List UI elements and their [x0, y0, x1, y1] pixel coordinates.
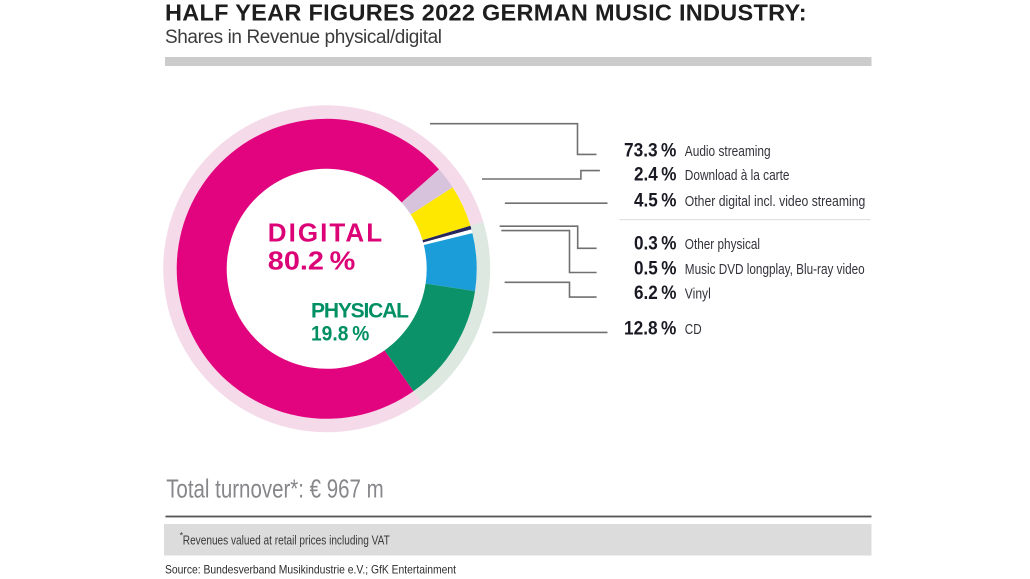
svg-text:Download à la carte: Download à la carte: [685, 167, 790, 184]
svg-text:Revenues valued at retail pric: Revenues valued at retail prices includi…: [183, 533, 390, 547]
svg-text:HALF YEAR FIGURES 2022 GERMAN: HALF YEAR FIGURES 2022 GERMAN MUSIC INDU…: [165, 0, 807, 26]
svg-text:6.2 %: 6.2 %: [634, 282, 676, 304]
svg-text:0.5 %: 0.5 %: [634, 258, 676, 280]
svg-text:Music DVD longplay, Blu-ray vi: Music DVD longplay, Blu-ray video: [685, 261, 865, 278]
svg-text:73.3 %: 73.3 %: [624, 140, 676, 162]
svg-text:Audio streaming: Audio streaming: [685, 143, 771, 160]
svg-text:Other physical: Other physical: [685, 236, 760, 253]
svg-text:80.2 %: 80.2 %: [268, 246, 356, 276]
svg-text:PHYSICAL: PHYSICAL: [311, 299, 409, 322]
svg-text:0.3 %: 0.3 %: [634, 233, 676, 255]
svg-text:*: *: [180, 531, 184, 541]
svg-text:Total turnover*: € 967 m: Total turnover*: € 967 m: [166, 474, 384, 504]
svg-text:Other digital incl. video stre: Other digital incl. video streaming: [685, 193, 866, 210]
svg-text:CD: CD: [685, 321, 702, 338]
svg-text:Source: Bundesverband Musikind: Source: Bundesverband Musikindustrie e.V…: [165, 563, 457, 577]
svg-text:12.8 %: 12.8 %: [624, 318, 676, 340]
svg-text:Shares in Revenue physical/dig: Shares in Revenue physical/digital: [165, 27, 442, 48]
svg-text:2.4 %: 2.4 %: [634, 164, 676, 186]
svg-text:19.8 %: 19.8 %: [311, 323, 370, 346]
svg-text:4.5 %: 4.5 %: [634, 189, 676, 211]
svg-text:Vinyl: Vinyl: [685, 286, 711, 303]
